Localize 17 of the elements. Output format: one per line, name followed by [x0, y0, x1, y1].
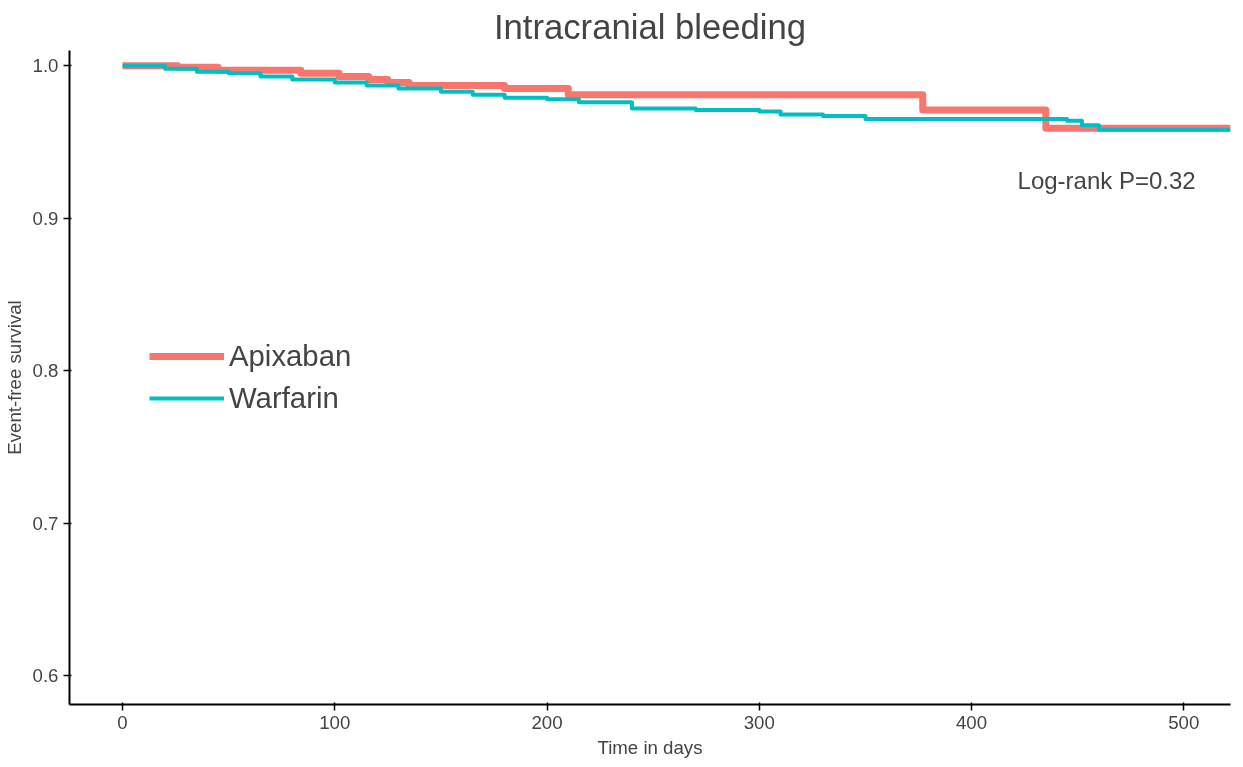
y-tick-label: 0.8 [32, 360, 59, 382]
y-tick-label: 0.7 [32, 512, 59, 534]
x-tick-label: 100 [319, 711, 351, 733]
annotation: Log-rank P=0.32 [1017, 167, 1196, 195]
y-axis-title: Event-free survival [3, 300, 25, 455]
x-tick-label: 500 [1168, 711, 1200, 733]
y-tick-label: 0.6 [32, 665, 59, 687]
x-tick-label: 200 [531, 711, 563, 733]
x-tick-label: 300 [743, 711, 775, 733]
x-axis-title: Time in days [597, 736, 703, 758]
chart-title: Intracranial bleeding [493, 7, 807, 46]
x-tick-label: 0 [117, 711, 128, 733]
legend-label: Warfarin [229, 381, 339, 415]
y-tick-label: 0.9 [32, 207, 59, 229]
x-tick-label: 400 [955, 711, 988, 733]
y-tick-label: 1.0 [32, 55, 59, 77]
legend-label: Apixaban [229, 339, 352, 373]
